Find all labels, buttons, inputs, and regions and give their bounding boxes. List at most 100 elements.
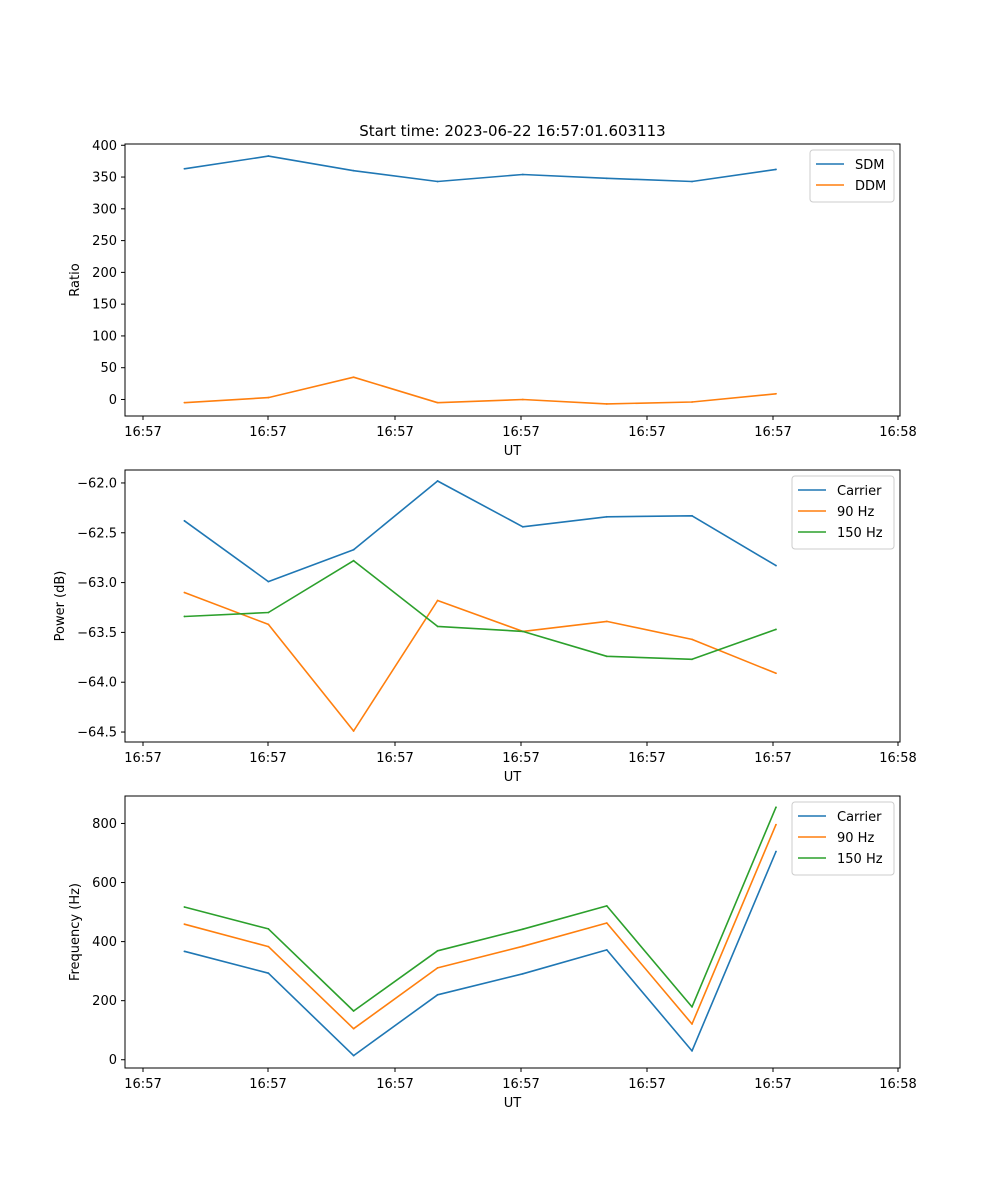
data-point [267, 580, 270, 583]
x-tick-label: 16:57 [249, 425, 286, 440]
series-line-90-hz [184, 591, 777, 732]
data-point [352, 376, 355, 379]
data-point [267, 945, 270, 948]
legend-box [791, 801, 895, 876]
data-point [691, 1005, 693, 1008]
series-line-ddm [184, 376, 777, 405]
y-axis-label: Ratio [68, 263, 83, 296]
y-tick-label: −64.5 [77, 726, 117, 741]
data-point [183, 167, 186, 170]
data-point [775, 850, 777, 853]
axes-frame-1 [124, 143, 901, 417]
series-line-sdm [184, 155, 777, 183]
x-tick-label: 16:57 [628, 1077, 665, 1092]
x-axis-label: UT [504, 770, 522, 785]
data-point [183, 615, 186, 618]
data-point [183, 519, 186, 522]
legend-label: 150 Hz [837, 852, 883, 867]
x-tick-label: 16:57 [376, 425, 413, 440]
y-tick-label: −62.0 [77, 476, 117, 491]
data-point [691, 514, 693, 517]
series-line-150-hz [184, 806, 777, 1012]
data-point [691, 1023, 693, 1025]
y-tick-label: 800 [92, 817, 117, 832]
data-point [436, 993, 439, 996]
x-tick-label: 16:57 [502, 425, 539, 440]
y-tick-label: 0 [109, 1053, 117, 1068]
data-point [267, 972, 270, 975]
data-point [775, 672, 777, 675]
x-tick-label: 16:57 [628, 751, 665, 766]
y-tick-label: 50 [100, 361, 117, 376]
legend-label: DDM [855, 179, 886, 194]
data-point [605, 922, 608, 924]
x-tick-label: 16:57 [249, 1077, 286, 1092]
series-line-90-hz [184, 824, 777, 1030]
data-point [267, 396, 270, 399]
x-tick-label: 16:57 [376, 1077, 413, 1092]
data-point [436, 625, 439, 628]
data-point [352, 730, 355, 732]
data-point [775, 806, 777, 809]
data-point [352, 548, 355, 551]
series-line-150-hz [184, 559, 777, 661]
y-tick-label: −62.5 [77, 526, 117, 541]
data-point [183, 401, 186, 404]
legend-box [809, 149, 895, 203]
x-tick-label: 16:57 [754, 751, 791, 766]
x-tick-label: 16:57 [502, 751, 539, 766]
data-point [267, 927, 270, 930]
data-point [183, 950, 186, 953]
legend-box [791, 475, 895, 550]
x-tick-label: 16:58 [879, 1077, 916, 1092]
y-tick-label: 200 [92, 266, 117, 281]
x-tick-label: 16:57 [754, 425, 791, 440]
series-line-carrier [183, 480, 777, 583]
x-tick-label: 16:57 [249, 751, 286, 766]
x-tick-label: 16:57 [124, 425, 161, 440]
y-tick-label: 0 [109, 393, 117, 408]
y-tick-label: 350 [92, 171, 117, 186]
data-point [605, 177, 608, 180]
data-point [691, 401, 693, 403]
figure-title: Start time: 2023-06-22 16:57:01.603113 [359, 122, 665, 140]
x-axis-label: UT [504, 1096, 522, 1111]
legend-label: 150 Hz [837, 526, 883, 541]
data-point [521, 525, 524, 528]
x-tick-label: 16:58 [879, 751, 916, 766]
y-tick-label: 100 [92, 329, 117, 344]
data-point [352, 1054, 355, 1057]
data-point [352, 1010, 355, 1012]
legend-label: Carrier [837, 810, 882, 825]
x-tick-label: 16:57 [124, 751, 161, 766]
data-point [521, 928, 524, 931]
data-point [691, 638, 693, 641]
x-tick-label: 16:58 [879, 425, 916, 440]
x-tick-label: 16:57 [376, 751, 413, 766]
data-point [775, 392, 777, 395]
x-tick-label: 16:57 [124, 1077, 161, 1092]
data-point [352, 169, 355, 172]
data-point [605, 403, 608, 405]
data-point [521, 173, 524, 176]
y-tick-label: 400 [92, 139, 117, 154]
series-line-carrier [184, 851, 777, 1057]
x-tick-label: 16:57 [502, 1077, 539, 1092]
legend-label: 90 Hz [837, 505, 874, 520]
y-axis-label: Frequency (Hz) [68, 883, 83, 981]
y-tick-label: 400 [92, 935, 117, 950]
data-point [521, 630, 524, 633]
data-point [605, 515, 608, 518]
y-tick-label: −63.0 [77, 576, 117, 591]
data-point [436, 180, 439, 183]
data-point [267, 623, 270, 626]
data-point [436, 949, 439, 952]
y-axis-label: Power (dB) [53, 571, 68, 642]
y-tick-label: −64.0 [77, 676, 117, 691]
data-point [183, 923, 186, 926]
data-point [183, 906, 186, 908]
data-point [183, 591, 186, 594]
y-tick-label: −63.5 [77, 626, 117, 641]
data-point [775, 823, 777, 826]
